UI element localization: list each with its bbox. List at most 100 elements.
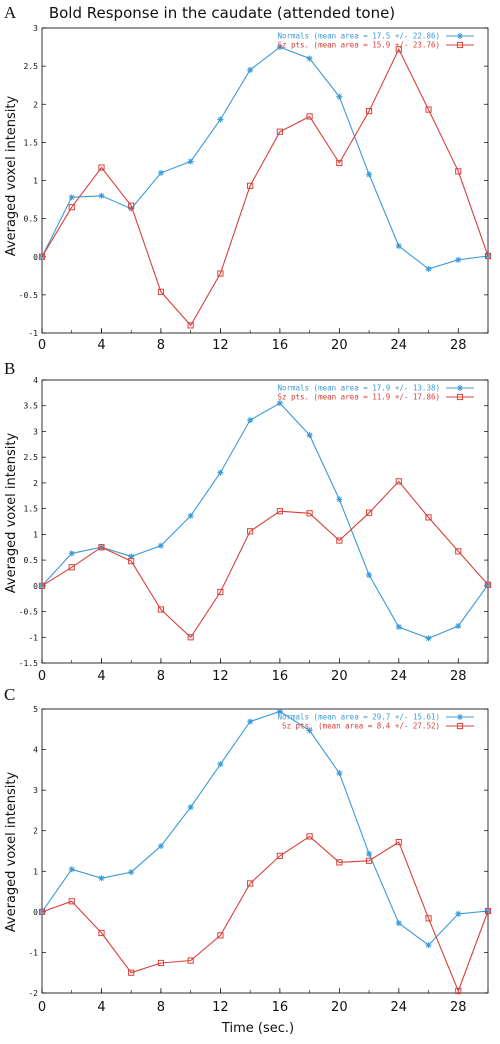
y-axis-label: Averaged voxel intensity — [4, 771, 19, 932]
legend-marker — [457, 385, 463, 391]
panel-label: A — [4, 3, 17, 22]
data-point — [366, 850, 373, 857]
series-sz-pts: Sz pts. (mean area = 11.9 +/- 17.86) — [38, 393, 492, 641]
data-point — [157, 959, 165, 967]
data-point — [276, 44, 283, 51]
x-tick-label: 0 — [38, 1000, 46, 1015]
data-point — [128, 969, 135, 976]
x-axis-label: Time (sec.) — [221, 1021, 294, 1036]
plot-frame — [41, 27, 489, 334]
x-tick-label: 0 — [38, 669, 46, 684]
y-tick-label: 5 — [33, 705, 38, 714]
y-tick-label: 0 — [33, 253, 38, 262]
data-point — [187, 158, 194, 165]
x-tick-label: 12 — [212, 1000, 229, 1015]
x-tick-label: 4 — [97, 338, 105, 353]
y-tick-label: -2 — [28, 989, 38, 998]
data-point — [68, 866, 75, 873]
series-normals: Normals (mean area = 29.7 +/- 15.61) — [39, 708, 491, 949]
y-tick-label: 1 — [33, 177, 38, 186]
data-point — [425, 915, 432, 922]
data-point — [187, 512, 194, 519]
data-point — [276, 852, 283, 859]
data-point — [38, 908, 46, 915]
y-tick-label: 0.5 — [24, 556, 39, 565]
panel-label: B — [4, 359, 15, 378]
y-tick-label: 0 — [33, 908, 38, 917]
data-point — [336, 496, 343, 503]
data-point — [39, 582, 45, 589]
chart-panel-b: B -1.5 -1 -0.5 0 0.5 1 1.5 2 2.5 3 3.5 4 0 4 8 12 16 20 24 2… — [4, 359, 492, 684]
y-tick-label: -1.5 — [19, 659, 38, 668]
data-point — [365, 108, 373, 115]
y-tick-label: 1 — [33, 530, 38, 539]
y-tick-label: 2.5 — [24, 62, 39, 71]
data-point — [425, 514, 432, 521]
data-point — [365, 509, 373, 516]
x-tick-label: 20 — [331, 669, 348, 684]
x-tick-label: 20 — [331, 1000, 348, 1015]
data-point — [217, 270, 224, 277]
series-normals: Normals (mean area = 17.5 +/- 22.86) — [39, 32, 491, 272]
legend-label: Normals (mean area = 17.9 +/- 13.38) — [277, 384, 440, 393]
legend-marker — [456, 393, 464, 401]
legend-marker — [457, 714, 463, 720]
y-tick-label: 0.5 — [24, 215, 39, 224]
y-tick-label: 2.5 — [24, 453, 39, 462]
data-point — [98, 929, 105, 937]
y-tick-label: -0.5 — [19, 608, 38, 617]
x-tick-label: 28 — [450, 338, 467, 353]
data-point — [38, 582, 46, 589]
x-tick-label: 16 — [272, 669, 289, 684]
figure-title: Bold Response in the caudate (attended t… — [49, 4, 395, 22]
x-tick-label: 4 — [97, 1000, 105, 1015]
y-tick-label: -1 — [28, 948, 38, 957]
data-point — [157, 606, 165, 613]
data-point — [395, 920, 402, 927]
data-point — [247, 66, 254, 73]
data-point — [455, 256, 462, 263]
data-point — [217, 116, 224, 123]
data-point — [217, 761, 224, 768]
data-point — [455, 168, 462, 175]
data-point — [336, 770, 343, 777]
data-point — [68, 564, 75, 571]
y-tick-label: 1.5 — [24, 505, 39, 514]
data-point — [365, 857, 373, 864]
data-point — [187, 634, 194, 641]
data-point — [484, 581, 492, 588]
data-point — [157, 288, 165, 295]
data-point — [306, 113, 313, 120]
y-tick-label: 3 — [33, 786, 38, 795]
panels: A-1-0.500.511.522.530 4 8 12 16 20 24 28Average… — [4, 3, 492, 1015]
data-point — [68, 194, 75, 201]
data-point — [395, 243, 402, 250]
data-point — [276, 128, 283, 135]
data-point — [68, 550, 75, 557]
data-point — [425, 106, 432, 113]
y-tick-label: 2 — [33, 479, 38, 488]
data-point — [187, 322, 194, 329]
x-tick-label: 0 — [38, 338, 46, 353]
series-line — [41, 402, 489, 639]
y-axis-label: Averaged voxel intensity — [4, 432, 19, 593]
y-tick-label: 3 — [33, 24, 38, 33]
data-point — [68, 898, 75, 905]
data-point — [157, 169, 164, 176]
data-point — [336, 93, 343, 100]
data-point — [306, 55, 313, 62]
data-point — [395, 46, 402, 53]
data-point — [187, 957, 194, 964]
data-point — [98, 192, 105, 199]
x-tick-label: 12 — [212, 338, 229, 353]
y-tick-label: 4 — [33, 746, 38, 755]
y-tick-label: -0.5 — [19, 291, 38, 300]
legend-label: Sz pts. (mean area = 11.9 +/- 17.86) — [277, 393, 440, 402]
y-tick-label: 3.5 — [24, 402, 39, 411]
data-point — [395, 623, 402, 630]
series-normals: Normals (mean area = 17.9 +/- 13.38) — [39, 384, 491, 642]
series-sz-pts: Sz pts. (mean area = 15.9 +/- 23.76) — [38, 41, 492, 329]
data-point — [217, 469, 224, 476]
